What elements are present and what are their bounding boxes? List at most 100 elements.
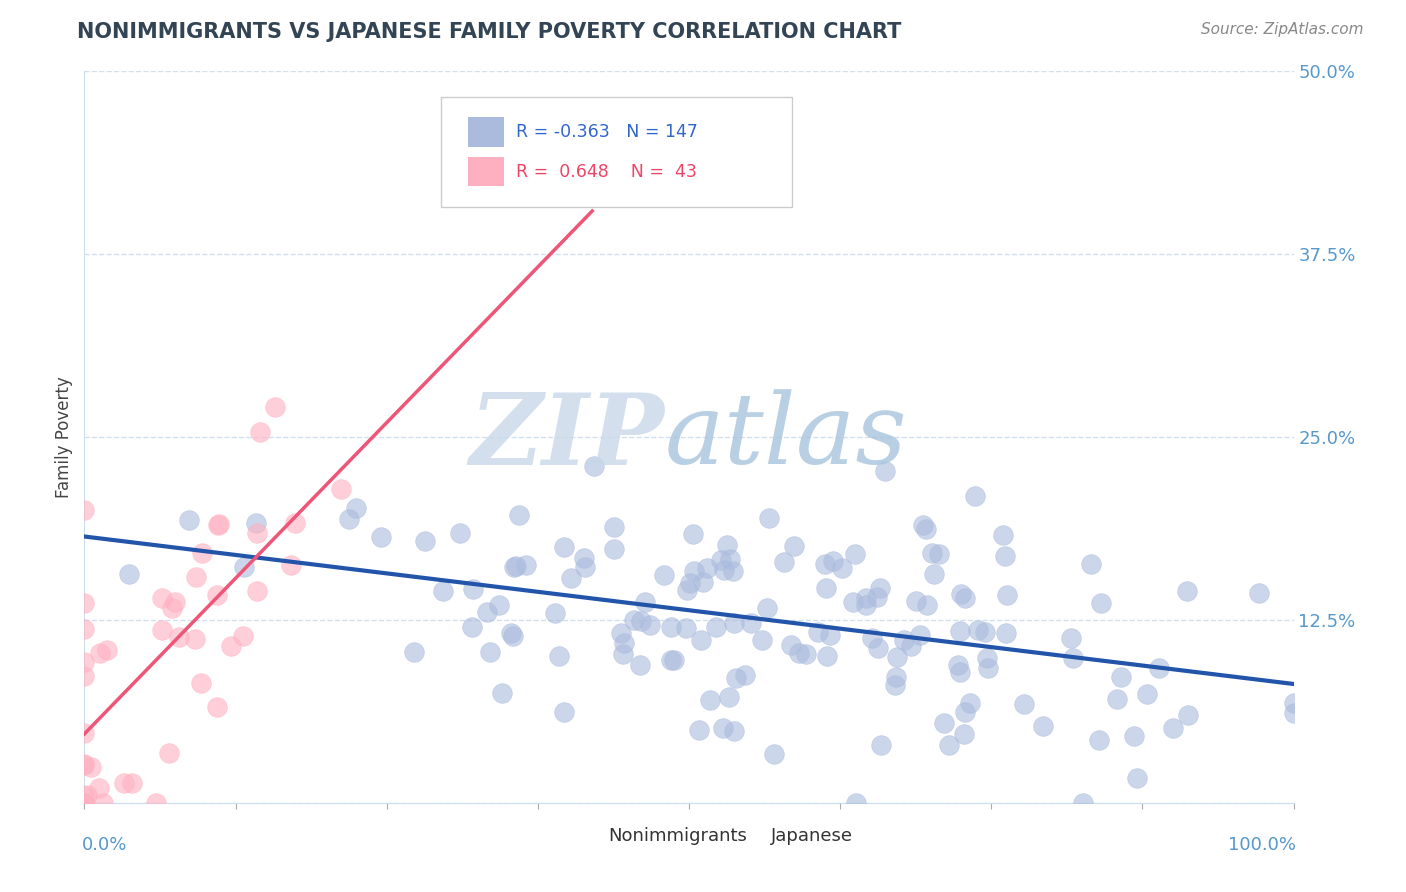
Point bbox=[932, 716, 955, 731]
Point bbox=[818, 627, 841, 641]
Point bbox=[1147, 661, 1170, 675]
Point bbox=[922, 567, 945, 582]
Point bbox=[1088, 733, 1111, 747]
Point bbox=[152, 623, 174, 637]
Point bbox=[207, 700, 229, 714]
Point bbox=[610, 626, 633, 640]
Point bbox=[73, 596, 96, 610]
Point bbox=[233, 559, 256, 574]
Point bbox=[572, 551, 595, 566]
Point bbox=[1109, 670, 1132, 684]
Point bbox=[1123, 730, 1146, 744]
Point bbox=[73, 756, 96, 771]
Point bbox=[249, 425, 271, 439]
Point bbox=[921, 546, 943, 560]
Point bbox=[73, 789, 96, 803]
Point bbox=[782, 539, 804, 553]
Point bbox=[246, 526, 269, 541]
Point bbox=[503, 559, 526, 574]
Point bbox=[794, 647, 817, 661]
Point bbox=[553, 541, 575, 555]
Point bbox=[949, 624, 972, 638]
Point bbox=[675, 583, 697, 598]
Point bbox=[508, 508, 530, 523]
Point bbox=[842, 595, 865, 609]
Point bbox=[1177, 708, 1199, 723]
Point bbox=[893, 632, 915, 647]
Point bbox=[205, 588, 228, 602]
Point bbox=[329, 482, 352, 496]
Point bbox=[191, 546, 214, 560]
Point bbox=[73, 796, 96, 810]
Point bbox=[560, 571, 582, 585]
Point bbox=[682, 526, 704, 541]
Point bbox=[900, 639, 922, 653]
Bar bbox=[468, 118, 503, 146]
Point bbox=[815, 582, 838, 596]
Point bbox=[991, 528, 1014, 542]
Text: atlas: atlas bbox=[665, 390, 907, 484]
Point bbox=[1136, 687, 1159, 701]
Point bbox=[949, 665, 972, 679]
Point bbox=[713, 563, 735, 577]
Point bbox=[207, 518, 229, 533]
Point bbox=[995, 588, 1018, 602]
Point bbox=[959, 697, 981, 711]
Point bbox=[460, 620, 482, 634]
Point bbox=[659, 620, 682, 634]
Point bbox=[773, 555, 796, 569]
Point bbox=[723, 723, 745, 738]
Point bbox=[628, 657, 651, 672]
Point bbox=[582, 459, 605, 474]
Point bbox=[547, 648, 569, 663]
Point bbox=[845, 796, 868, 810]
Point bbox=[1032, 719, 1054, 733]
Point bbox=[463, 582, 485, 596]
Point bbox=[73, 757, 96, 772]
Point bbox=[118, 567, 141, 582]
Point bbox=[734, 668, 756, 682]
Point bbox=[723, 615, 745, 630]
Point bbox=[613, 636, 636, 650]
Point bbox=[1282, 696, 1305, 710]
Point bbox=[911, 518, 934, 533]
Point bbox=[938, 738, 960, 752]
Text: R = -0.363   N = 147: R = -0.363 N = 147 bbox=[516, 123, 697, 141]
Text: 100.0%: 100.0% bbox=[1227, 836, 1296, 854]
Bar bbox=[731, 822, 762, 850]
Point bbox=[1107, 692, 1129, 706]
Point bbox=[91, 796, 114, 810]
Point bbox=[963, 489, 986, 503]
Point bbox=[602, 520, 624, 534]
Point bbox=[177, 513, 200, 527]
Point bbox=[337, 511, 360, 525]
Point bbox=[208, 516, 231, 531]
Point bbox=[76, 788, 98, 802]
Point bbox=[946, 658, 969, 673]
Point bbox=[953, 705, 976, 719]
Y-axis label: Family Poverty: Family Poverty bbox=[55, 376, 73, 498]
Point bbox=[789, 646, 811, 660]
Point bbox=[875, 464, 897, 478]
Point bbox=[73, 503, 96, 517]
Text: ZIP: ZIP bbox=[470, 389, 665, 485]
Point bbox=[711, 722, 734, 736]
Point bbox=[1090, 595, 1112, 609]
Text: Nonimmigrants: Nonimmigrants bbox=[607, 828, 747, 846]
Point bbox=[679, 576, 702, 591]
Point bbox=[868, 640, 890, 655]
Point bbox=[914, 522, 936, 536]
Point bbox=[756, 600, 779, 615]
Point bbox=[165, 595, 187, 609]
Point bbox=[950, 587, 973, 601]
Point bbox=[80, 760, 103, 774]
Point bbox=[870, 738, 893, 752]
Text: NONIMMIGRANTS VS JAPANESE FAMILY POVERTY CORRELATION CHART: NONIMMIGRANTS VS JAPANESE FAMILY POVERTY… bbox=[77, 22, 901, 42]
Point bbox=[232, 628, 254, 642]
Point bbox=[219, 640, 242, 654]
Point bbox=[157, 747, 180, 761]
Point bbox=[415, 534, 437, 549]
Point bbox=[638, 617, 661, 632]
Point bbox=[1071, 796, 1094, 810]
Point bbox=[184, 569, 207, 583]
